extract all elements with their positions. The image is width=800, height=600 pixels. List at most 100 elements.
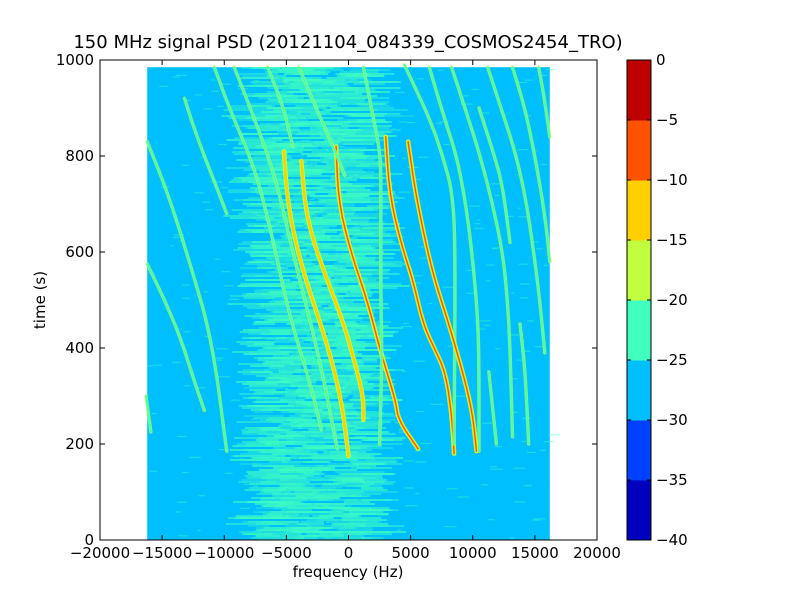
noise-segment: [258, 327, 317, 329]
noise-speck: [398, 428, 405, 431]
noise-segment: [267, 473, 320, 475]
noise-speck: [474, 223, 481, 225]
x-tick-label: 10000: [449, 544, 497, 562]
noise-segment: [308, 161, 329, 163]
noise-speck: [309, 198, 314, 200]
noise-segment: [237, 285, 290, 287]
noise-segment: [283, 395, 314, 397]
noise-segment: [362, 299, 384, 301]
noise-segment: [347, 349, 393, 351]
noise-segment: [344, 249, 401, 251]
noise-segment: [338, 473, 393, 475]
noise-segment: [279, 399, 305, 401]
noise-speck: [284, 483, 295, 485]
noise-segment: [264, 347, 322, 349]
noise-segment: [241, 533, 272, 535]
noise-segment: [260, 111, 283, 113]
noise-segment: [283, 73, 329, 75]
noise-segment: [236, 421, 284, 423]
noise-segment: [248, 165, 268, 167]
noise-speck: [221, 187, 228, 189]
noise-segment: [303, 289, 337, 291]
noise-speck: [159, 85, 169, 87]
colorbar-segment: [627, 300, 651, 361]
noise-segment: [367, 205, 390, 207]
noise-segment: [322, 505, 345, 507]
noise-speck: [203, 291, 209, 293]
noise-speck: [381, 399, 386, 401]
noise-segment: [296, 505, 319, 507]
noise-segment: [252, 465, 295, 467]
noise-segment: [295, 491, 319, 493]
noise-segment: [280, 213, 316, 215]
noise-segment: [272, 475, 322, 477]
noise-segment: [280, 97, 304, 99]
noise-segment: [256, 439, 279, 441]
noise-segment: [275, 87, 330, 89]
noise-segment: [307, 389, 330, 391]
noise-segment: [272, 495, 303, 497]
noise-segment: [223, 215, 285, 217]
noise-segment: [319, 533, 344, 535]
noise-segment: [266, 161, 288, 163]
noise-speck: [366, 459, 376, 461]
noise-segment: [276, 203, 312, 205]
noise-segment: [264, 361, 295, 363]
noise-segment: [278, 471, 308, 473]
noise-segment: [331, 175, 381, 177]
noise-segment: [311, 457, 374, 459]
noise-segment: [263, 527, 312, 529]
noise-segment: [319, 329, 344, 331]
noise-speck: [177, 501, 188, 503]
noise-segment: [268, 319, 293, 321]
noise-speck: [403, 322, 409, 325]
noise-segment: [236, 443, 279, 445]
noise-segment: [306, 93, 336, 95]
noise-segment: [307, 375, 358, 377]
noise-segment: [351, 115, 376, 117]
noise-speck: [307, 428, 318, 430]
noise-speck: [271, 392, 284, 394]
noise-segment: [327, 259, 352, 261]
noise-segment: [329, 273, 354, 275]
noise-segment: [287, 197, 306, 199]
noise-segment: [326, 169, 364, 171]
noise-segment: [300, 313, 351, 315]
noise-speck: [361, 104, 373, 106]
noise-speck: [511, 292, 515, 294]
noise-segment: [355, 165, 391, 167]
noise-segment: [286, 315, 312, 317]
noise-segment: [334, 341, 384, 343]
noise-segment: [351, 327, 404, 329]
noise-speck: [517, 359, 522, 361]
noise-segment: [355, 427, 387, 429]
noise-speck: [525, 79, 533, 81]
noise-segment: [310, 341, 360, 343]
noise-segment: [254, 189, 282, 191]
noise-segment: [243, 297, 275, 299]
noise-speck: [319, 105, 327, 107]
noise-segment: [311, 373, 366, 375]
noise-segment: [353, 225, 384, 227]
x-tick-label: −10000: [194, 544, 254, 562]
noise-speck: [230, 399, 240, 401]
noise-segment: [253, 417, 305, 419]
noise-segment: [250, 365, 285, 367]
noise-speck: [517, 207, 521, 209]
noise-segment: [287, 91, 308, 93]
noise-segment: [267, 99, 304, 101]
colorbar-segment: [627, 360, 651, 421]
noise-segment: [305, 397, 339, 399]
noise-segment: [238, 213, 286, 215]
noise-segment: [320, 281, 361, 283]
noise-segment: [249, 483, 305, 485]
noise-segment: [302, 243, 348, 245]
noise-segment: [324, 475, 382, 477]
noise-segment: [351, 227, 406, 229]
noise-segment: [349, 159, 375, 161]
noise-segment: [253, 511, 298, 513]
noise-segment: [258, 255, 299, 257]
noise-speck: [250, 396, 261, 398]
noise-segment: [314, 257, 344, 259]
noise-segment: [344, 365, 383, 367]
